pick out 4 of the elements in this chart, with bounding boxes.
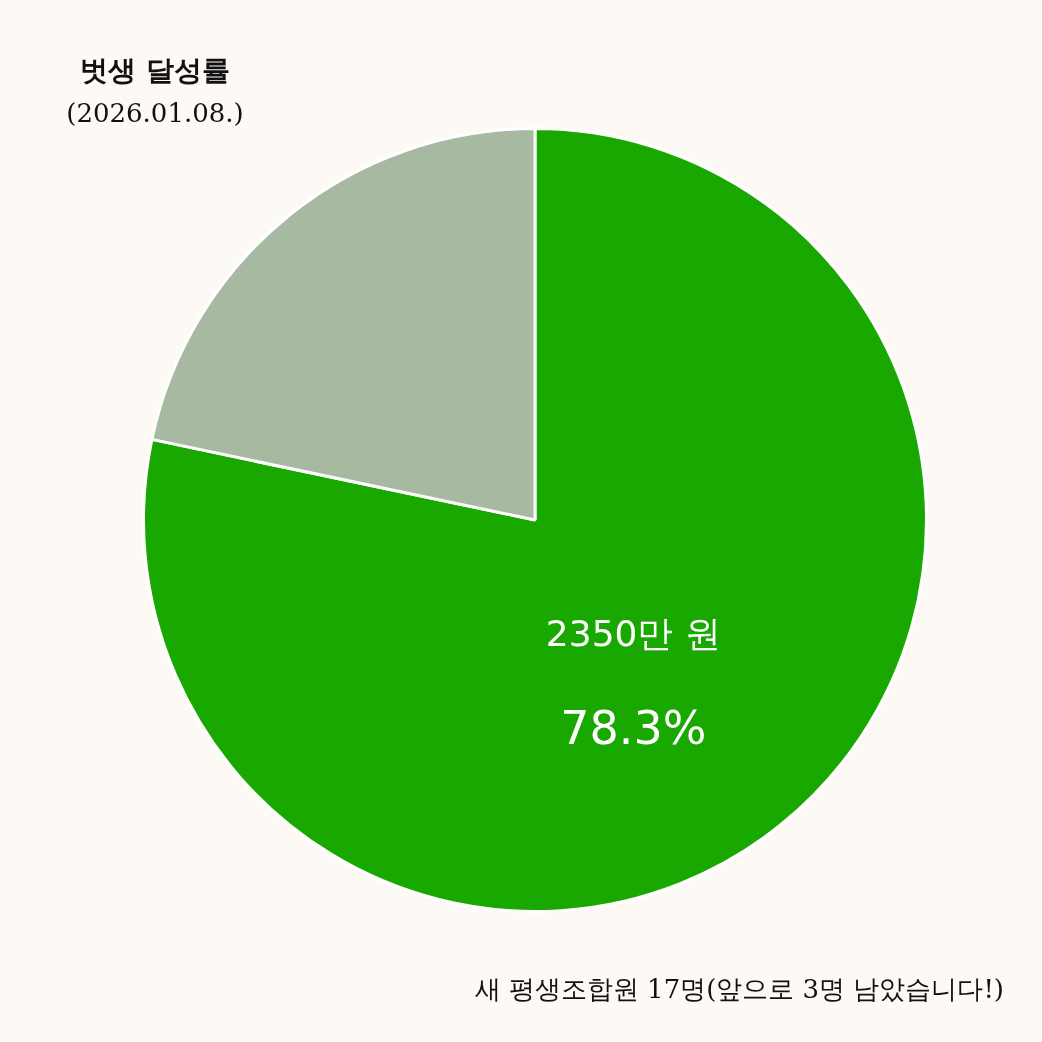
chart-subtitle: (2026.01.08.) (65, 98, 245, 128)
text: 2350만 원 78.3% (545, 613, 721, 755)
chart-title: 벗생 달성률 (79, 53, 231, 89)
text: 새 평생조합원 17명(앞으로 3명 남았습니다!) (474, 973, 1004, 1006)
